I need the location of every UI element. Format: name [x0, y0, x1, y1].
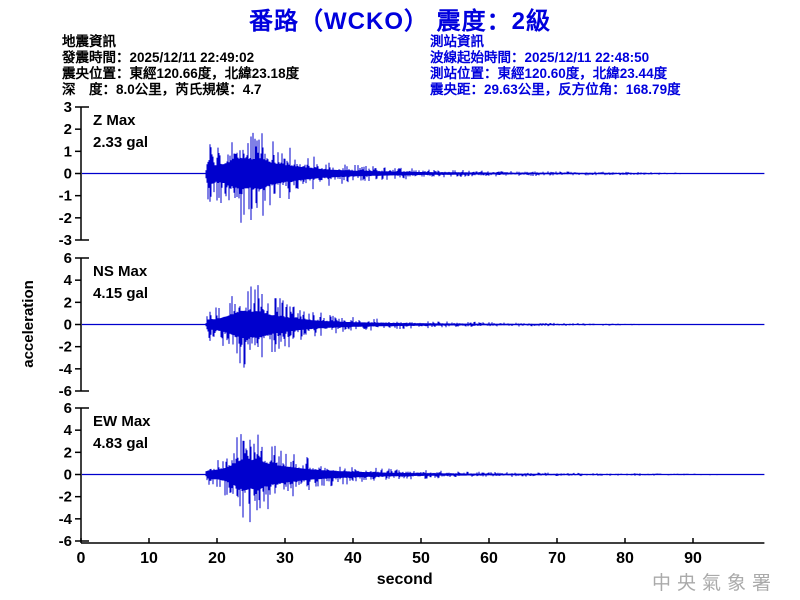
wave-start-time: 波線起始時間：2025/12/11 22:48:50 — [430, 50, 650, 65]
x-tick-label: 0 — [77, 550, 86, 567]
y-tick-label: 2 — [64, 121, 72, 138]
y-tick-label: -2 — [59, 339, 72, 356]
y-tick-label: 0 — [64, 166, 72, 183]
y-tick-label: 1 — [64, 143, 72, 160]
trace-max-value-EW: 4.83 gal — [93, 435, 148, 452]
y-tick-label: -6 — [59, 383, 72, 400]
trace-max-value-Z: 2.33 gal — [93, 134, 148, 151]
x-tick-label: 70 — [548, 550, 566, 567]
y-tick-label: 0 — [64, 317, 72, 334]
y-tick-label: 2 — [64, 444, 72, 461]
y-tick-label: 6 — [64, 250, 72, 267]
x-tick-label: 20 — [208, 550, 226, 567]
epicentral-distance: 震央距：29.63公里，反方位角：168.79度 — [430, 82, 681, 97]
earthquake-info-block: 地震資訊 發震時間：2025/12/11 22:49:02 震央位置：東經120… — [62, 34, 299, 98]
y-tick-label: -2 — [59, 489, 72, 506]
trace-max-name-Z: Z Max — [93, 112, 136, 129]
y-tick-label: 4 — [64, 272, 73, 289]
y-tick-label: 6 — [64, 400, 72, 417]
x-tick-label: 60 — [480, 550, 498, 567]
y-tick-label: 2 — [64, 294, 72, 311]
trace-max-name-EW: EW Max — [93, 413, 151, 430]
x-tick-label: 40 — [344, 550, 362, 567]
y-tick-label: -2 — [59, 210, 72, 227]
y-tick-label: -6 — [59, 533, 72, 550]
earthquake-origin-time: 發震時間：2025/12/11 22:49:02 — [62, 50, 255, 65]
y-tick-label: -4 — [59, 511, 73, 528]
y-tick-label: -4 — [59, 361, 73, 378]
x-tick-label: 80 — [616, 550, 634, 567]
y-tick-label: -3 — [59, 232, 72, 249]
trace-max-value-NS: 4.15 gal — [93, 285, 148, 302]
agency-watermark: 中央氣象署 — [652, 573, 778, 594]
earthquake-info-heading: 地震資訊 — [62, 34, 116, 49]
epicenter-location: 震央位置：東經120.66度，北緯23.18度 — [62, 66, 300, 81]
station-info-heading: 測站資訊 — [430, 34, 484, 49]
trace-waveform-NS — [205, 285, 651, 368]
trace-max-name-NS: NS Max — [93, 263, 148, 280]
station-location: 測站位置：東經120.60度，北緯23.44度 — [430, 66, 668, 81]
depth-magnitude: 深 度：8.0公里，芮氏規模：4.7 — [62, 82, 262, 97]
station-info-block: 測站資訊 波線起始時間：2025/12/11 22:48:50 測站位置：東經1… — [430, 34, 681, 98]
y-tick-label: 4 — [64, 422, 73, 439]
trace-waveform-Z — [205, 132, 691, 223]
x-tick-label: 10 — [140, 550, 158, 567]
x-tick-label: 30 — [276, 550, 294, 567]
x-axis-label: second — [377, 571, 433, 588]
y-tick-label: 0 — [64, 467, 72, 484]
x-tick-label: 50 — [412, 550, 430, 567]
y-tick-label: 3 — [64, 99, 72, 116]
x-tick-label: 90 — [684, 550, 702, 567]
trace-waveform-EW — [205, 434, 726, 523]
y-tick-label: -1 — [59, 188, 72, 205]
page-title: 番路（WCKO） 震度：2級 — [249, 8, 551, 35]
y-axis-label: acceleration — [20, 280, 37, 368]
